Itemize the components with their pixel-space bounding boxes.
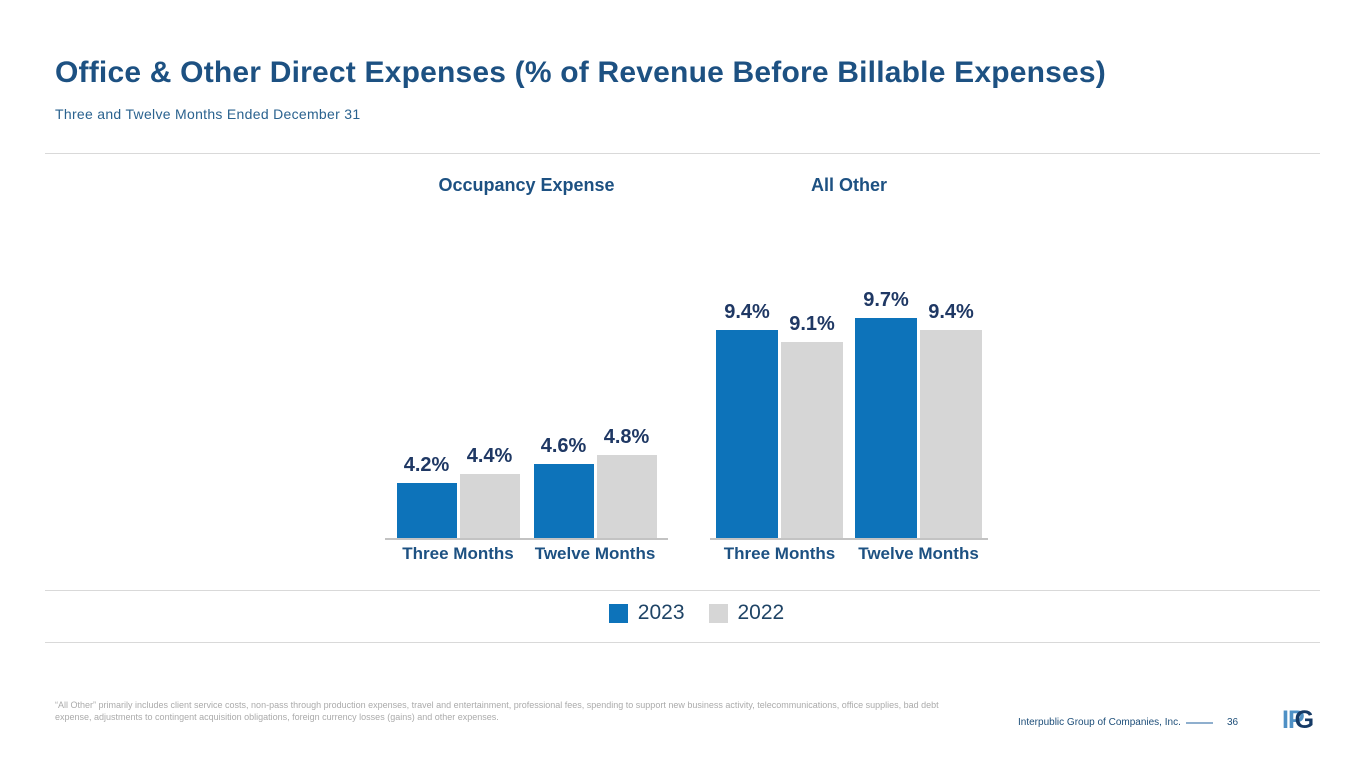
bar-2022-three-months: [459, 474, 520, 538]
bar-wrap: 9.4%: [920, 301, 982, 538]
bar-wrap: 4.8%: [596, 426, 657, 538]
footer-page-number: 36: [1227, 717, 1239, 728]
bar-group-three-months: 4.2% 4.4%: [396, 445, 520, 538]
bar-wrap: 9.7%: [855, 289, 917, 538]
page-subtitle: Three and Twelve Months Ended December 3…: [55, 106, 361, 122]
chart-title: Occupancy Expense: [438, 175, 615, 195]
bar-value-label: 4.4%: [466, 445, 513, 467]
bar-2023-twelve-months: [533, 464, 594, 538]
footer-divider-dash: [1186, 722, 1213, 724]
chart-all-other: All Other 9.4% 9.1% 9.7% 9.4% Three Months Twe…: [710, 165, 988, 575]
divider-top: [45, 153, 1320, 154]
category-label-twelve-months: Twelve Months: [858, 544, 979, 563]
bar-value-label: 4.8%: [603, 426, 650, 448]
legend-item-2022: 2022: [708, 601, 785, 625]
category-label-three-months: Three Months: [402, 544, 514, 563]
footnote-line-2: expense, adjustments to contingent acqui…: [55, 712, 499, 722]
ipg-logo-ip: IP: [1282, 706, 1305, 734]
category-labels: Three Months Twelve Months: [385, 544, 668, 564]
x-axis-line: [710, 538, 988, 540]
bar-value-label: 4.6%: [540, 435, 587, 457]
footnote-line-1: “All Other” primarily includes client se…: [55, 700, 939, 710]
bar-wrap: 9.1%: [781, 313, 843, 538]
bar-value-label: 9.4%: [724, 301, 770, 323]
bar-group-three-months: 9.4% 9.1%: [716, 301, 843, 538]
bar-2023-twelve-months: [855, 318, 917, 538]
bar-wrap: 4.2%: [396, 454, 457, 538]
page-title: Office & Other Direct Expenses (% of Rev…: [55, 56, 1106, 89]
ipg-logo-g: G: [1294, 706, 1314, 734]
chart-title: All Other: [810, 175, 887, 195]
bar-value-label: 9.7%: [863, 289, 909, 311]
bar-value-label: 9.4%: [928, 301, 974, 323]
legend-label-2022: 2022: [737, 601, 785, 624]
footnote: “All Other” primarily includes client se…: [55, 699, 1005, 723]
bar-group-twelve-months: 9.7% 9.4%: [855, 289, 982, 538]
bar-2023-three-months: [716, 330, 778, 538]
chart-legend: 2023 2022: [14, 601, 1365, 625]
bars-row: 4.2% 4.4% 4.6% 4.8%: [385, 426, 668, 538]
divider-above-legend: [45, 590, 1320, 591]
divider-below-legend: [45, 642, 1320, 643]
bar-value-label: 4.2%: [403, 454, 450, 476]
bar-wrap: 9.4%: [716, 301, 778, 538]
bar-2022-three-months: [781, 342, 843, 538]
ipg-logo: IPG: [1282, 706, 1314, 735]
legend-swatch-2022: [708, 603, 728, 623]
legend-item-2023: 2023: [608, 601, 685, 625]
bar-2022-twelve-months: [596, 455, 657, 538]
bar-2022-twelve-months: [920, 330, 982, 538]
bars-row: 9.4% 9.1% 9.7% 9.4%: [710, 289, 988, 538]
chart-occupancy-expense: Occupancy Expense 4.2% 4.4% 4.6% 4.8% Three M…: [385, 165, 668, 575]
category-label-twelve-months: Twelve Months: [534, 544, 656, 563]
category-label-three-months: Three Months: [723, 544, 836, 563]
footer-company-name: Interpublic Group of Companies, Inc.: [1018, 717, 1181, 728]
bar-wrap: 4.6%: [533, 435, 594, 538]
legend-label-2023: 2023: [637, 601, 685, 624]
bar-value-label: 9.1%: [789, 313, 835, 335]
legend-swatch-2023: [608, 603, 628, 623]
bar-group-twelve-months: 4.6% 4.8%: [533, 426, 657, 538]
bar-wrap: 4.4%: [459, 445, 520, 538]
x-axis-line: [385, 538, 668, 540]
category-labels: Three Months Twelve Months: [710, 544, 988, 564]
bar-2023-three-months: [396, 483, 457, 538]
